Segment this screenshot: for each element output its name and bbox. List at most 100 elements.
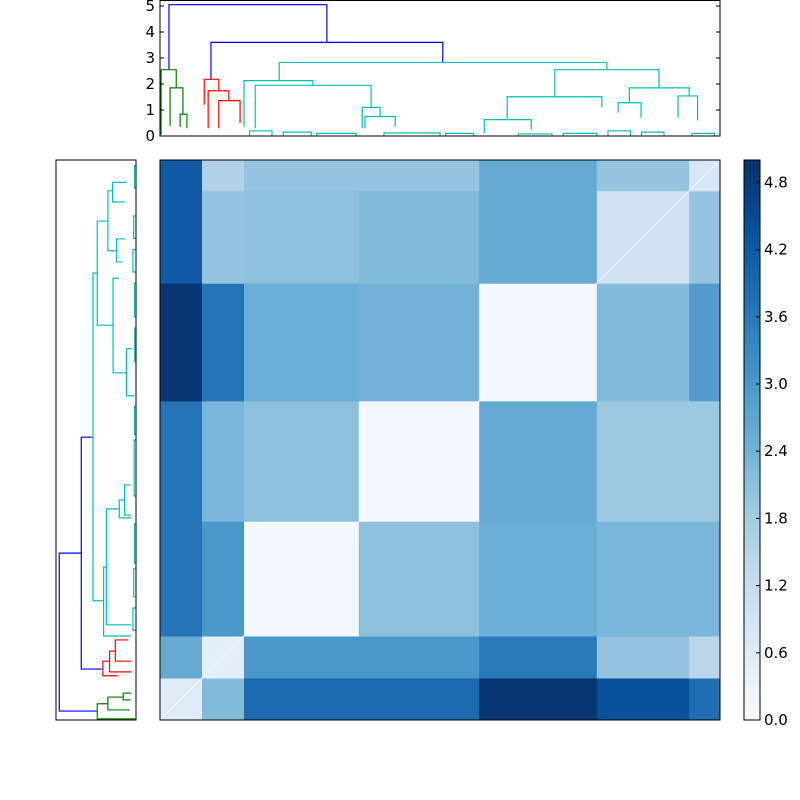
left-dendrogram-link — [133, 439, 136, 497]
heatmap-cell — [479, 636, 598, 679]
heatmap-cell — [689, 190, 721, 284]
colorbar-tick-label: 1.2 — [764, 577, 788, 595]
top-dendrogram-y-axis: 0 1 2 3 4 5 — [145, 0, 720, 145]
y-tick-label: 1 — [145, 101, 155, 119]
left-dendrogram-link — [92, 272, 104, 602]
top-dendrogram — [160, 4, 715, 136]
heatmap-cell — [160, 521, 203, 637]
colorbar-tick-label: 0.0 — [764, 711, 788, 729]
heatmap-cell — [160, 636, 203, 679]
top-dendrogram-link — [168, 4, 328, 70]
heatmap-cell — [202, 521, 245, 637]
left-dendrogram-link — [133, 215, 136, 239]
top-dendrogram-link — [207, 90, 230, 129]
top-dendrogram-link — [249, 130, 273, 136]
heatmap-cell — [596, 521, 690, 637]
top-dendrogram-link — [218, 100, 241, 129]
left-dendrogram-link — [132, 249, 136, 273]
colorbar-tick-label: 4.8 — [764, 173, 788, 191]
heatmap-cell — [358, 190, 480, 284]
top-dendrogram-link — [562, 132, 598, 136]
colorbar-tick-label: 3.0 — [764, 375, 788, 393]
colorbar — [743, 159, 761, 721]
top-dendrogram-link — [169, 87, 184, 126]
left-dendrogram-link — [133, 165, 136, 189]
left-dendrogram-link — [102, 660, 118, 677]
heatmap-cell — [202, 678, 245, 721]
top-dendrogram-link — [179, 113, 188, 129]
left-dendrogram-link — [103, 566, 131, 637]
top-dendrogram-link — [617, 102, 642, 118]
top-dendrogram-link — [383, 132, 441, 136]
heatmap-cell — [160, 190, 203, 284]
heatmap-cell — [596, 636, 690, 679]
heatmap-cell — [689, 636, 721, 679]
top-dendrogram-link — [316, 132, 357, 136]
top-dendrogram-link — [677, 95, 699, 121]
heatmap-cell — [202, 190, 245, 284]
heatmap-cell — [202, 400, 245, 522]
heatmap-cell — [202, 283, 245, 402]
y-tick-label: 3 — [145, 49, 155, 67]
heatmap-cell — [689, 400, 721, 522]
top-dendrogram-link — [210, 41, 444, 80]
top-dendrogram-link — [254, 84, 372, 129]
heatmap — [159, 159, 721, 721]
heatmap-cell — [479, 521, 598, 637]
heatmap-cell — [358, 283, 480, 402]
colorbar-tick-label: 4.2 — [764, 241, 788, 259]
top-dendrogram-link — [517, 133, 553, 136]
left-dendrogram-link — [112, 277, 127, 374]
left-dendrogram-link — [108, 650, 132, 673]
heatmap-cell — [202, 160, 245, 192]
heatmap-cell — [244, 636, 360, 679]
colorbar-tick-label: 3.6 — [764, 308, 788, 326]
heatmap-cell — [358, 678, 480, 721]
left-dendrogram-link — [107, 190, 117, 252]
left-dendrogram-link — [107, 696, 130, 711]
heatmap-cell — [596, 678, 690, 721]
heatmap-cell — [358, 521, 480, 637]
heatmap-cell — [479, 400, 598, 522]
heatmap-cell — [479, 190, 598, 284]
left-dendrogram-link — [133, 405, 136, 435]
heatmap-cell — [689, 678, 721, 721]
colorbar-tick-label: 2.4 — [764, 442, 788, 460]
top-dendrogram-link — [628, 87, 690, 103]
top-dendrogram-link — [483, 119, 532, 134]
y-tick-label: 5 — [145, 0, 155, 15]
top-dendrogram-link — [243, 80, 314, 127]
heatmap-frame — [159, 159, 721, 721]
heatmap-diagonal — [159, 159, 721, 721]
heatmap-cell — [244, 283, 360, 402]
left-dendrogram-link — [124, 484, 132, 516]
top-dendrogram-frame — [159, 0, 721, 137]
left-dendrogram-link — [58, 552, 98, 712]
heatmap-cell — [244, 190, 360, 284]
left-dendrogram-link — [105, 508, 132, 626]
left-dendrogram-link — [96, 703, 136, 720]
heatmap-cell — [596, 160, 690, 192]
left-dendrogram-link — [134, 327, 136, 363]
heatmap-cell — [689, 521, 721, 637]
heatmap-cell — [160, 160, 203, 192]
colorbar-axis: 0.0 0.6 1.2 1.8 2.4 3.0 3.6 4.2 4.8 — [756, 173, 788, 729]
heatmap-cell — [596, 400, 690, 522]
top-dendrogram-link — [506, 96, 603, 120]
colorbar-tick-label: 1.8 — [764, 509, 788, 527]
y-tick-label: 0 — [145, 127, 155, 145]
heatmap-cell — [160, 283, 203, 402]
y-tick-label: 4 — [145, 23, 155, 41]
heatmap-cell — [358, 636, 480, 679]
left-dendrogram-link — [133, 282, 136, 318]
heatmap-cell — [479, 678, 598, 721]
top-dendrogram-link — [641, 131, 665, 136]
left-dendrogram-link — [133, 568, 136, 598]
top-dendrogram-link — [691, 132, 715, 136]
top-dendrogram-link — [278, 61, 608, 81]
left-dendrogram-link — [114, 639, 132, 662]
y-tick-label: 2 — [145, 75, 155, 93]
top-dendrogram-link — [445, 132, 475, 136]
